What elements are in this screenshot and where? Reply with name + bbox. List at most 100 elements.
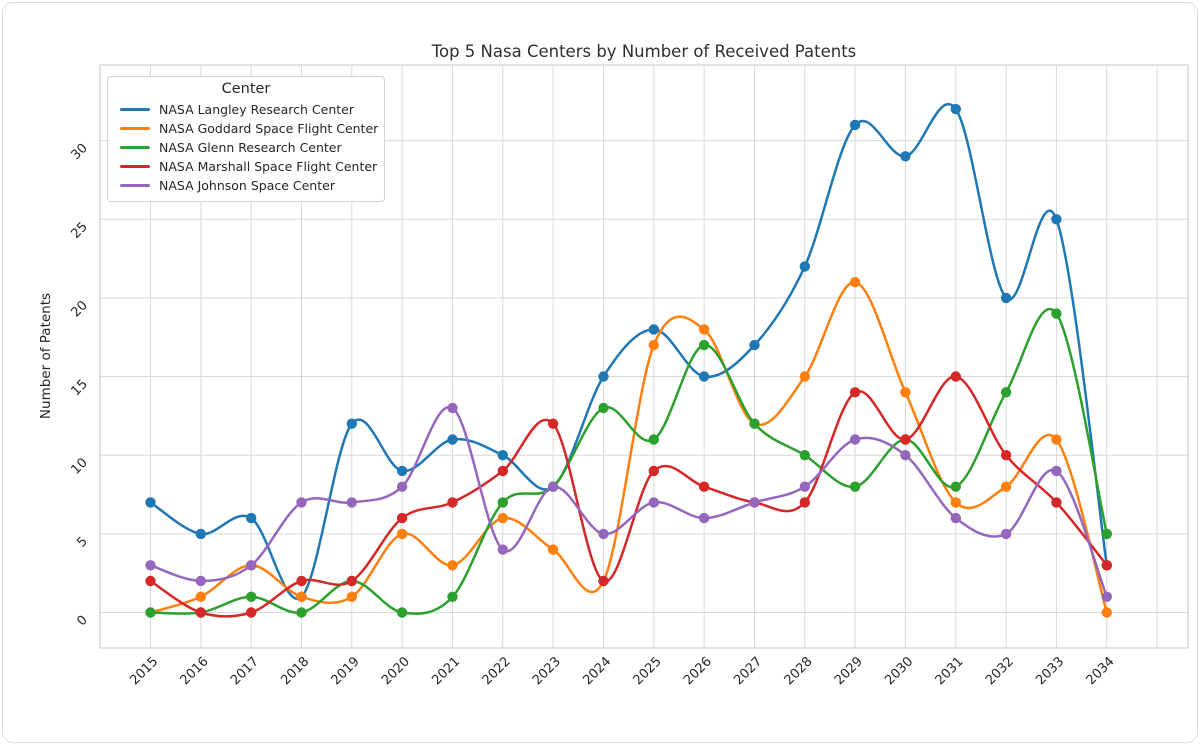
legend-item: NASA Marshall Space Flight Center xyxy=(116,157,377,176)
data-point-marker xyxy=(950,512,961,524)
data-point-marker xyxy=(799,371,810,382)
data-point-marker xyxy=(849,434,861,445)
legend-item: NASA Johnson Space Center xyxy=(116,176,376,195)
data-point-marker xyxy=(799,497,810,508)
legend-line-swatch xyxy=(120,164,150,169)
data-point-marker xyxy=(1051,308,1062,319)
data-point-marker xyxy=(1101,560,1113,571)
series-line xyxy=(149,375,1109,618)
data-point-marker xyxy=(195,575,206,587)
legend-label: NASA Johnson Space Center xyxy=(159,178,335,193)
x-tick-label: 2033 xyxy=(1033,654,1067,688)
data-point-marker xyxy=(497,544,508,555)
data-point-marker xyxy=(1101,528,1113,540)
legend-items: NASA Langley Research Center NASA Goddard… xyxy=(116,100,378,195)
data-point-marker xyxy=(648,434,659,445)
data-point-marker xyxy=(447,497,458,508)
data-point-marker xyxy=(598,575,609,587)
data-point-marker xyxy=(648,324,659,335)
data-point-marker xyxy=(497,497,508,508)
data-point-marker xyxy=(246,591,257,602)
data-point-marker xyxy=(346,418,357,429)
x-tick-label: 2015 xyxy=(127,654,161,688)
legend-box: Center NASA Langley Research Center NASA … xyxy=(107,76,385,202)
data-point-marker xyxy=(749,497,760,508)
legend-line-swatch xyxy=(120,183,150,188)
y-tick-label: 0 xyxy=(74,613,90,629)
data-point-marker xyxy=(195,528,206,540)
x-tick-label: 2016 xyxy=(178,654,212,688)
series-line xyxy=(149,103,1109,601)
data-point-marker xyxy=(1000,387,1012,398)
legend-line-swatch xyxy=(120,145,150,150)
data-point-marker xyxy=(195,607,206,618)
data-point-marker xyxy=(296,607,307,618)
data-point-marker xyxy=(396,607,408,618)
data-point-marker xyxy=(900,387,911,398)
data-point-marker xyxy=(698,324,710,335)
data-point-marker xyxy=(849,277,861,288)
x-tick-label: 2034 xyxy=(1084,654,1118,688)
data-point-marker xyxy=(246,512,257,524)
data-point-marker xyxy=(497,450,508,461)
data-point-marker xyxy=(648,497,659,508)
data-point-marker xyxy=(396,465,408,477)
data-point-marker xyxy=(1000,528,1012,540)
plot-border xyxy=(99,64,1189,649)
data-point-marker xyxy=(246,560,257,571)
data-point-marker xyxy=(447,591,458,602)
data-point-marker xyxy=(698,339,710,351)
legend-line-swatch xyxy=(120,107,150,112)
data-point-marker xyxy=(346,497,357,508)
data-point-marker xyxy=(1101,591,1113,602)
x-tick-label: 2017 xyxy=(228,654,262,688)
y-tick-label: 15 xyxy=(69,377,91,399)
data-point-marker xyxy=(598,528,609,540)
data-point-marker xyxy=(1051,465,1062,477)
tick-layer: 2015 2016 2017 2018 2019 2020 2021 2022 2023 2024… xyxy=(69,141,1118,688)
data-point-marker xyxy=(950,371,961,382)
legend-label: NASA Langley Research Center xyxy=(159,102,354,117)
data-point-marker xyxy=(598,402,609,414)
x-tick-label: 2030 xyxy=(882,654,916,688)
data-point-marker xyxy=(900,151,911,162)
y-tick-label: 5 xyxy=(74,534,90,550)
data-point-marker xyxy=(396,512,408,524)
data-point-marker xyxy=(900,434,911,445)
data-point-marker xyxy=(396,528,408,540)
data-point-marker xyxy=(1051,214,1062,225)
x-tick-label: 2022 xyxy=(480,654,514,688)
x-tick-label: 2024 xyxy=(580,654,614,688)
x-tick-label: 2026 xyxy=(681,654,715,688)
series-layer xyxy=(145,103,1113,618)
data-point-marker xyxy=(497,465,508,477)
data-point-marker xyxy=(849,481,861,492)
data-point-marker xyxy=(849,387,861,398)
data-point-marker xyxy=(849,119,861,131)
data-point-marker xyxy=(698,512,710,524)
data-point-marker xyxy=(346,575,357,587)
y-tick-label: 20 xyxy=(69,298,91,320)
data-point-marker xyxy=(749,339,760,351)
legend-label: NASA Glenn Research Center xyxy=(159,140,342,155)
data-point-marker xyxy=(1051,434,1062,445)
legend-title: Center xyxy=(221,81,271,97)
data-point-marker xyxy=(145,575,156,587)
data-point-marker xyxy=(547,544,559,555)
data-point-marker xyxy=(799,481,810,492)
data-point-marker xyxy=(145,497,156,508)
data-point-marker xyxy=(1101,607,1113,618)
legend-item: NASA Glenn Research Center xyxy=(116,138,376,157)
data-point-marker xyxy=(447,434,458,445)
data-point-marker xyxy=(698,481,710,492)
legend-item: NASA Goddard Space Flight Center xyxy=(116,119,378,138)
data-point-marker xyxy=(900,450,911,461)
x-tick-label: 2027 xyxy=(731,654,765,688)
data-point-marker xyxy=(799,450,810,461)
data-point-marker xyxy=(698,371,710,382)
x-tick-label: 2028 xyxy=(782,654,816,688)
data-point-marker xyxy=(648,465,659,477)
data-point-marker xyxy=(447,402,458,414)
